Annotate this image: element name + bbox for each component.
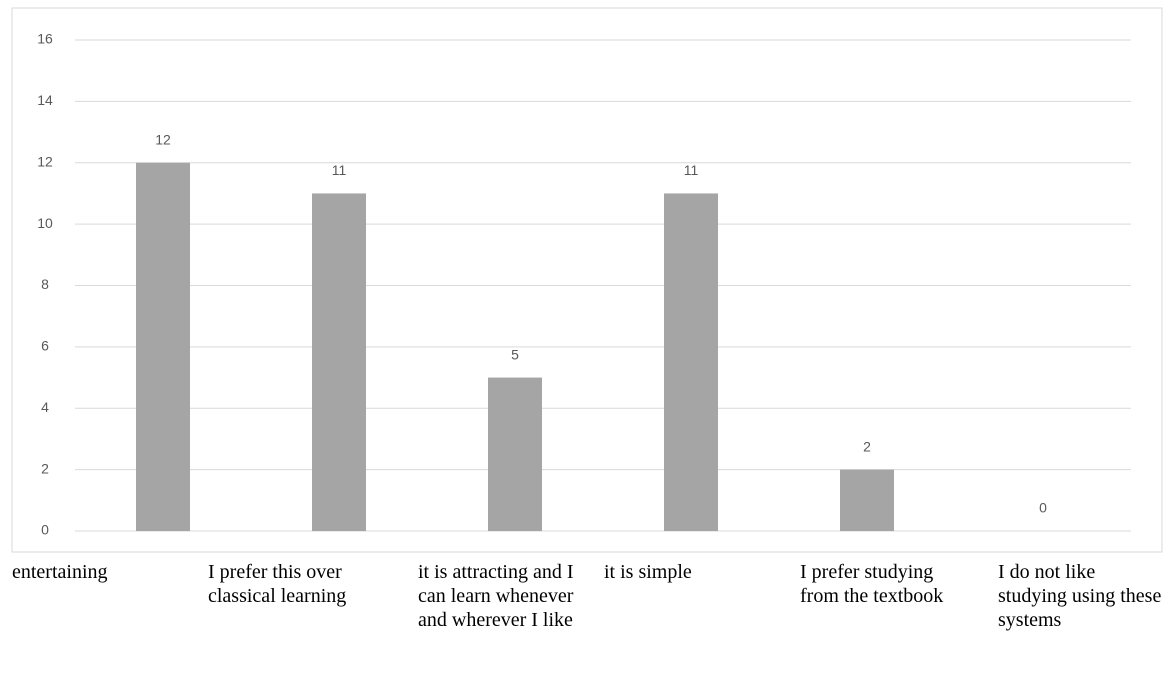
bar	[488, 377, 542, 531]
x-tick-label: entertaining	[12, 561, 108, 583]
bar	[664, 193, 718, 531]
y-tick-label: 2	[41, 460, 49, 476]
data-label: 5	[511, 346, 519, 362]
y-tick-label: 0	[41, 522, 49, 538]
data-label: 0	[1039, 500, 1047, 516]
y-tick-label: 16	[37, 31, 53, 47]
y-tick-label: 14	[37, 92, 53, 108]
bar	[840, 469, 894, 531]
data-label: 11	[684, 162, 699, 178]
data-label: 11	[332, 162, 347, 178]
x-tick-label: it is simple	[604, 561, 692, 583]
chart: 0 2 4 6 8 10 12 14 16 12 11 5 11 2 0	[11, 7, 1163, 553]
x-tick-label: I prefer studying from the textbook	[800, 561, 944, 607]
data-label: 12	[155, 131, 171, 147]
x-tick-label: it is attracting and I can learn wheneve…	[418, 561, 574, 631]
y-tick-label: 8	[41, 276, 49, 292]
data-label: 2	[863, 438, 871, 454]
y-tick-label: 6	[41, 338, 49, 354]
y-tick-label: 10	[37, 215, 53, 231]
chart-border	[11, 7, 1163, 553]
bar	[312, 193, 366, 531]
y-tick-label: 12	[37, 153, 53, 169]
y-tick-label: 4	[41, 399, 49, 415]
x-tick-label: I prefer this over classical learning	[208, 561, 347, 607]
bar	[136, 162, 190, 531]
x-tick-label: I do not like studying using these syste…	[998, 561, 1162, 631]
